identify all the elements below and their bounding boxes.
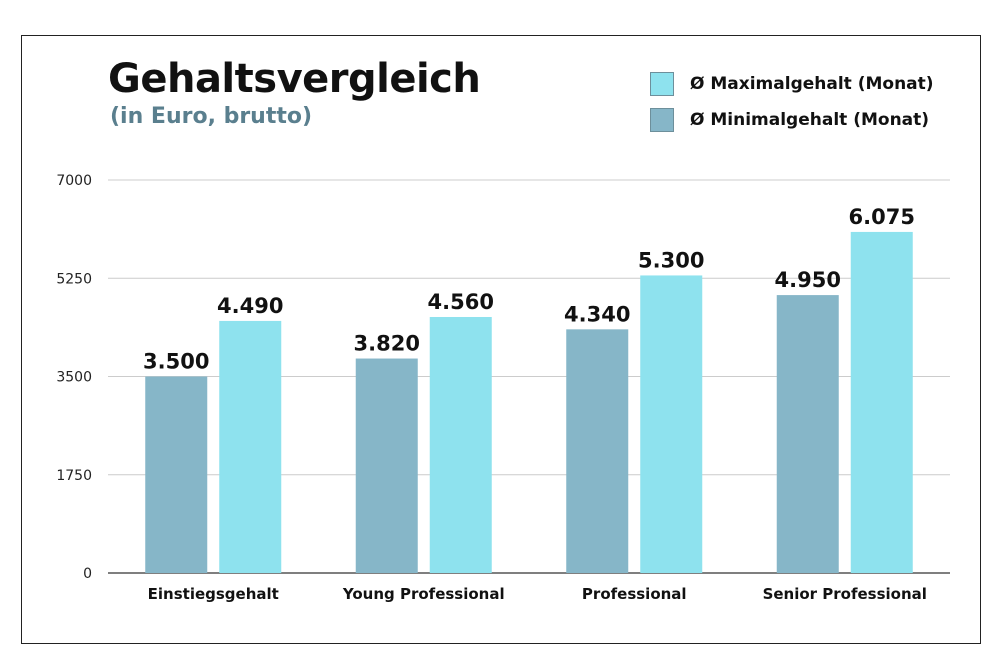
x-tick-label: Professional: [582, 585, 687, 603]
bar-max: [850, 231, 913, 574]
data-label: 3.820: [354, 332, 420, 356]
bar-min: [145, 376, 208, 573]
y-tick-label: 0: [83, 566, 92, 582]
legend-item-max: Ø Maximalgehalt (Monat): [650, 72, 934, 96]
legend-swatch-min: [650, 108, 674, 132]
data-label: 4.490: [217, 294, 283, 318]
chart-title: Gehaltsvergleich: [108, 56, 481, 102]
y-tick-label: 3500: [56, 370, 92, 386]
legend-item-min: Ø Minimalgehalt (Monat): [650, 108, 929, 132]
bar-min: [355, 358, 418, 573]
chart-subtitle: (in Euro, brutto): [110, 104, 313, 129]
y-tick-label: 7000: [56, 173, 92, 189]
bar-max: [640, 275, 703, 573]
x-tick-label: Senior Professional: [763, 585, 927, 603]
legend-label-min: Ø Minimalgehalt (Monat): [690, 110, 930, 130]
legend-label-max: Ø Maximalgehalt (Monat): [690, 74, 934, 94]
legend-swatch-max: [650, 72, 674, 96]
data-label: 4.950: [775, 268, 841, 292]
bar-min: [566, 329, 629, 573]
bar-max: [429, 316, 492, 573]
y-tick-label: 5250: [56, 271, 92, 287]
x-tick-label: Young Professional: [342, 585, 505, 603]
data-label: 5.300: [638, 248, 704, 272]
bar-max: [219, 320, 282, 573]
data-label: 3.500: [143, 350, 209, 374]
x-tick-label: Einstiegsgehalt: [148, 585, 279, 603]
data-label: 4.340: [564, 302, 630, 326]
data-label: 6.075: [849, 205, 915, 229]
bar-min: [776, 295, 839, 573]
y-tick-label: 1750: [56, 468, 92, 484]
data-label: 4.560: [428, 290, 494, 314]
